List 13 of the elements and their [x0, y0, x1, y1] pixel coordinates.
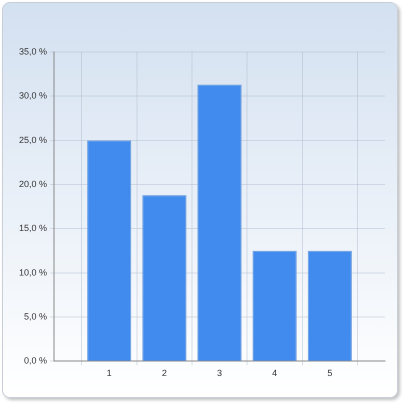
x-tick-label: 5	[327, 368, 332, 378]
y-tick-label: 30,0 %	[18, 90, 48, 101]
y-tick-label: 35,0 %	[18, 46, 48, 56]
x-tick-label: 2	[162, 368, 167, 378]
y-tick-label: 10,0 %	[18, 267, 48, 278]
x-tick-label: 1	[106, 368, 112, 378]
y-tick-label: 5,0 %	[24, 312, 48, 322]
y-tick-label: 15,0 %	[18, 223, 48, 234]
x-tick-label: 4	[272, 368, 278, 378]
x-tick-label: 3	[217, 368, 222, 378]
y-tick-label: 25,0 %	[18, 134, 48, 145]
y-tick-label: 0,0 %	[24, 356, 48, 366]
y-tick-label: 20,0 %	[18, 179, 48, 189]
